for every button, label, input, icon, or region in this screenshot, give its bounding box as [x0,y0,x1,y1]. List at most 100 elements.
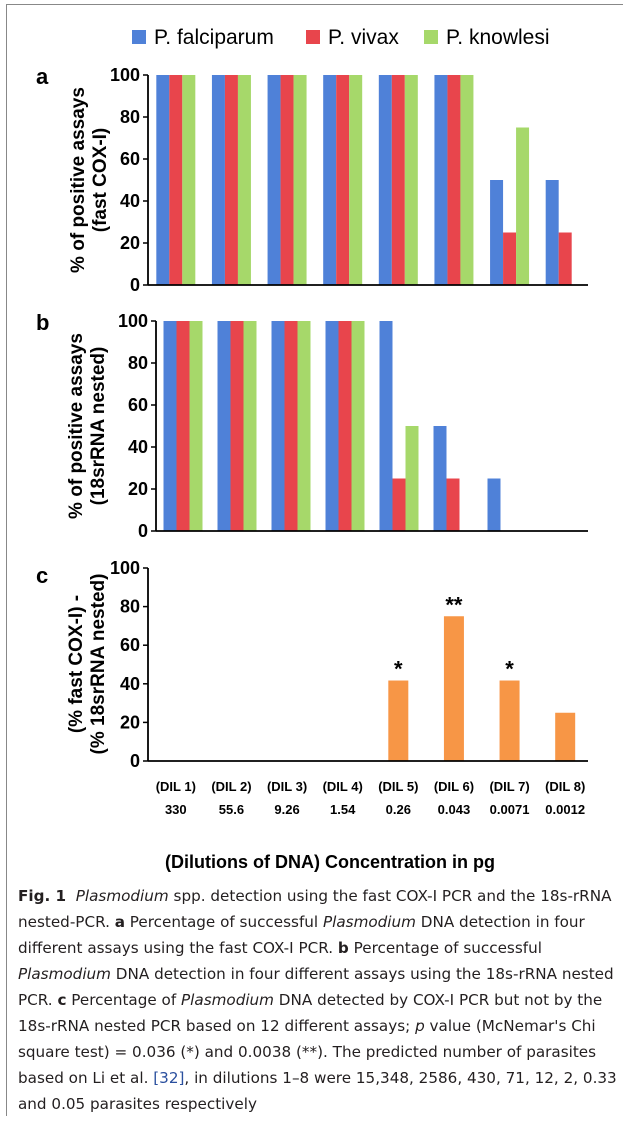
y-tick-label: 100 [110,65,140,85]
frame-border-left [6,4,7,1116]
x-tick-concentration: 1.54 [330,802,356,817]
caption-p-italic: p [415,1017,425,1035]
y-axis-title: % of positive assays(18srRNA nested) [66,333,109,519]
bar [447,75,461,285]
y-tick-label: 80 [120,597,140,617]
bar [434,75,448,285]
caption-b-italic: Plasmodium [18,965,111,983]
bar [378,75,392,285]
y-axis-title-line: (fast COX-I) [90,128,111,233]
bar [336,75,350,285]
caption-reference-link[interactable]: [32] [153,1069,185,1087]
bar [404,75,418,285]
y-tick-label: 100 [110,558,140,578]
panel-c: c (% fast COX-I) -(% 18srRNA nested) 0 20 40… [36,558,588,872]
caption-a-text-2: DNA detection in four different assays u… [18,913,585,957]
x-tick-label: (DIL 5) [378,779,418,794]
caption-b-text-2: DNA detection in four different assays u… [18,965,614,1009]
bar [323,75,337,285]
bar [230,321,244,531]
bar [325,321,339,531]
legend-label: P. falciparum [154,26,274,49]
bar [487,478,501,531]
caption-c-text-4: , in dilutions 1–8 were 15,348, 2586, 43… [18,1069,617,1113]
x-tick-label: (DIL 1) [156,779,196,794]
bar [503,232,517,285]
y-tick-label: 60 [120,149,140,169]
bar [349,75,363,285]
panel-label: c [36,563,48,588]
caption-c-text-1: Percentage of [66,991,182,1009]
y-tick-label: 40 [120,674,140,694]
figure-caption: Fig. 1 Plasmodium spp. detection using t… [18,883,618,1117]
caption-b-label: b [337,939,349,957]
caption-c-italic: Plasmodium [181,991,274,1009]
caption-a-text-1: Percentage of successful [124,913,323,931]
legend-swatch [132,30,146,44]
y-tick-label: 60 [128,395,148,415]
bar [338,321,352,531]
significance-marker: * [394,657,403,682]
y-tick-label: 80 [120,107,140,127]
y-tick-label: 0 [130,275,140,295]
x-tick-concentration: 0.043 [438,802,471,817]
bar [516,127,530,285]
bar [169,75,183,285]
panel-a: a % of positive assays(fast COX-I) 0 20 40 60… [36,64,588,295]
bar [280,75,294,285]
legend-label: P. vivax [328,26,399,49]
x-tick-concentration: 9.26 [274,802,299,817]
y-axis-title-line: (% 18srRNA nested) [88,574,109,755]
y-tick-label: 80 [128,353,148,373]
y-tick-label: 40 [128,437,148,457]
x-tick-label: (DIL 6) [434,779,474,794]
y-axis-title-line: % of positive assays [68,87,89,273]
bar [388,680,409,761]
bar [271,321,285,531]
y-tick-label: 0 [130,751,140,771]
y-tick-label: 20 [128,479,148,499]
legend-label: P. knowlesi [446,26,550,49]
bar [499,680,520,761]
caption-fig-label: Fig. 1 [18,887,67,905]
bar [490,180,504,285]
caption-c-label: c [57,991,67,1009]
y-axis-title: (% fast COX-I) -(% 18srRNA nested) [66,574,109,755]
legend-swatch [424,30,438,44]
panel-b: b % of positive assays(18srRNA nested) 0 20… [36,310,588,541]
y-axis-title-line: (% fast COX-I) - [66,595,87,733]
bar [433,426,447,531]
bar [443,616,464,761]
caption-c-text-3: value (McNemar's Chi square test) = 0.03… [18,1017,597,1087]
y-axis-title-line: (18srRNA nested) [88,347,109,506]
x-tick-concentration: 55.6 [219,802,244,817]
caption-a-label: a [114,913,125,931]
bar [379,321,393,531]
bar [405,426,419,531]
chart-legend: P. falciparum P. vivax P. knowlesi [132,26,550,49]
bar [293,75,307,285]
bar [243,321,257,531]
bar [156,75,170,285]
significance-marker: * [505,657,514,682]
legend-item: P. falciparum [132,26,274,49]
figure-chart: P. falciparum P. vivax P. knowlesi a % of p… [36,26,588,872]
x-tick-concentration: 0.0071 [490,802,530,817]
x-tick-concentration: 0.0012 [545,802,585,817]
bar [267,75,281,285]
panel-label: a [36,64,49,89]
bar [460,75,474,285]
bar [284,321,298,531]
bar [558,232,572,285]
caption-a-italic: Plasmodium [322,913,416,931]
y-axis-title: % of positive assays(fast COX-I) [68,87,111,273]
legend-swatch [306,30,320,44]
x-tick-concentration: 330 [165,802,187,817]
caption-italic-1: Plasmodium [75,887,169,905]
bar [555,712,576,761]
bar [182,75,196,285]
chart-panels: a % of positive assays(fast COX-I) 0 20 40 60… [36,64,588,872]
bar [297,321,311,531]
x-tick-label: (DIL 8) [545,779,585,794]
y-tick-label: 100 [118,311,148,331]
